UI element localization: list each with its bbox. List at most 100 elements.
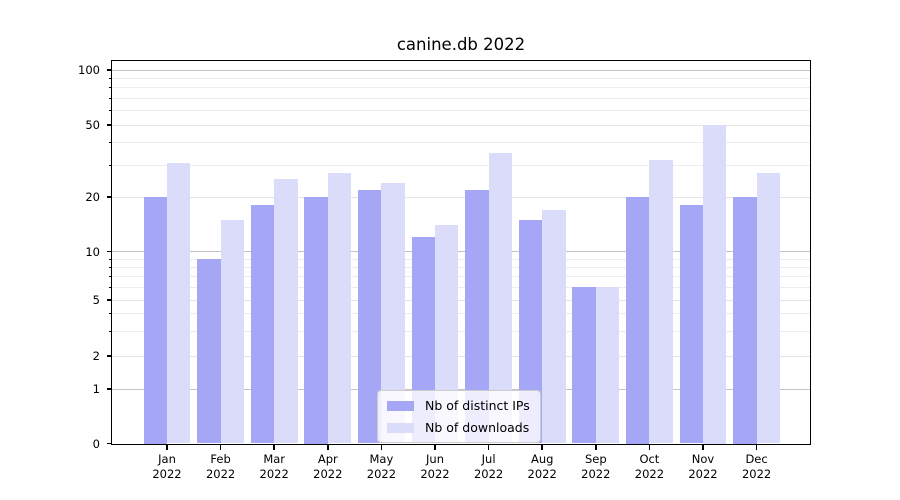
legend-label: Nb of distinct IPs <box>425 398 530 413</box>
x-tick-mark <box>219 444 222 450</box>
y-tick-mark <box>106 69 112 71</box>
legend-item: Nb of downloads <box>387 420 530 435</box>
y-tick-mark <box>106 124 112 126</box>
y-tick-label: 2 <box>92 349 100 363</box>
y-minor-tick-mark <box>109 77 112 79</box>
x-tick-label: Nov 2022 <box>688 451 718 482</box>
x-tick-label: May 2022 <box>366 451 397 482</box>
x-tick-label: Feb 2022 <box>205 451 236 482</box>
bar-nb-of-distinct-ips <box>518 219 543 444</box>
y-minor-tick-mark <box>109 110 112 112</box>
bar-nb-of-downloads <box>595 287 620 444</box>
y-tick-label: 0 <box>92 436 100 451</box>
major-gridline <box>112 69 810 71</box>
bar-nb-of-downloads <box>167 162 191 444</box>
major-gridline <box>112 355 810 357</box>
y-minor-tick-mark <box>109 313 112 315</box>
minor-gridline <box>112 87 810 89</box>
y-minor-tick-mark <box>109 164 112 166</box>
bar-nb-of-distinct-ips <box>250 205 275 444</box>
y-tick-label: 100 <box>78 63 100 77</box>
major-gridline <box>112 124 810 126</box>
x-tick-mark <box>273 444 275 450</box>
x-tick-label: Dec 2022 <box>741 451 772 482</box>
y-tick-mark <box>106 196 112 198</box>
x-tick-mark <box>541 444 543 450</box>
bar-nb-of-downloads <box>756 173 780 444</box>
x-tick-label: Oct 2022 <box>634 451 665 482</box>
legend-swatch <box>387 422 414 433</box>
y-tick-mark <box>106 250 112 253</box>
major-gridline <box>112 299 810 301</box>
bar-nb-of-downloads <box>703 125 727 444</box>
y-tick-label: 1 <box>92 382 100 396</box>
minor-gridline <box>112 258 810 260</box>
x-tick-mark <box>166 444 168 450</box>
bar-nb-of-downloads <box>542 209 566 444</box>
y-tick-mark <box>106 299 112 301</box>
major-gridline <box>112 196 810 198</box>
x-tick-label: Aug 2022 <box>527 451 557 482</box>
bar-nb-of-distinct-ips <box>733 197 757 444</box>
bar-nb-of-distinct-ips <box>679 205 703 444</box>
y-tick-label: 20 <box>85 190 100 204</box>
x-tick-label: Sep 2022 <box>581 451 611 482</box>
y-minor-tick-mark <box>109 266 112 268</box>
bar-nb-of-distinct-ips <box>626 197 650 444</box>
y-minor-tick-mark <box>109 142 112 144</box>
x-tick-mark <box>755 444 758 450</box>
minor-gridline <box>112 142 810 144</box>
y-minor-tick-mark <box>109 258 112 260</box>
x-tick-mark <box>487 444 490 450</box>
y-tick-mark <box>106 442 112 445</box>
x-tick-label: Jun 2022 <box>420 451 450 482</box>
legend-item: Nb of distinct IPs <box>387 398 530 413</box>
bar-nb-of-downloads <box>220 219 244 444</box>
x-tick-mark <box>595 444 597 450</box>
bar-nb-of-downloads <box>649 160 673 444</box>
bar-nb-of-downloads <box>381 182 405 444</box>
legend-label: Nb of downloads <box>425 420 530 435</box>
bar-nb-of-downloads <box>274 179 298 444</box>
bar-nb-of-distinct-ips <box>358 189 382 444</box>
y-minor-tick-mark <box>109 87 112 89</box>
bar-nb-of-distinct-ips <box>304 197 328 444</box>
x-tick-mark <box>648 444 651 450</box>
y-minor-tick-mark <box>109 97 112 99</box>
bar-nb-of-distinct-ips <box>465 189 489 444</box>
x-tick-mark <box>380 444 383 450</box>
x-tick-mark <box>702 444 704 450</box>
y-tick-label: 10 <box>85 244 100 259</box>
minor-gridline <box>112 266 810 268</box>
legend: Nb of distinct IPs Nb of downloads <box>377 390 541 443</box>
y-minor-tick-mark <box>109 330 112 332</box>
x-tick-mark <box>327 444 329 450</box>
y-minor-tick-mark <box>109 276 112 278</box>
minor-gridline <box>112 164 810 166</box>
minor-gridline <box>112 276 810 278</box>
bar-nb-of-downloads <box>435 225 459 444</box>
x-tick-mark <box>434 444 436 450</box>
minor-gridline <box>112 110 810 112</box>
bar-nb-of-downloads <box>488 153 512 444</box>
bar-nb-of-downloads <box>327 173 352 444</box>
chart-title: canine.db 2022 <box>396 35 526 54</box>
y-tick-mark <box>106 355 112 357</box>
x-tick-label: Jan 2022 <box>152 451 182 482</box>
x-tick-label: Mar 2022 <box>259 451 289 482</box>
major-gridline <box>112 388 810 390</box>
minor-gridline <box>112 330 810 332</box>
minor-gridline <box>112 313 810 315</box>
x-tick-label: Apr 2022 <box>313 451 343 482</box>
y-tick-label: 5 <box>92 293 100 307</box>
y-minor-tick-mark <box>109 286 112 288</box>
legend-swatch <box>387 400 414 411</box>
bar-nb-of-distinct-ips <box>143 197 167 444</box>
x-tick-label: Jul 2022 <box>473 451 504 482</box>
bar-nb-of-distinct-ips <box>197 259 221 444</box>
minor-gridline <box>112 286 810 288</box>
minor-gridline <box>112 77 810 79</box>
major-gridline <box>112 251 810 253</box>
y-tick-label: 50 <box>85 118 100 132</box>
